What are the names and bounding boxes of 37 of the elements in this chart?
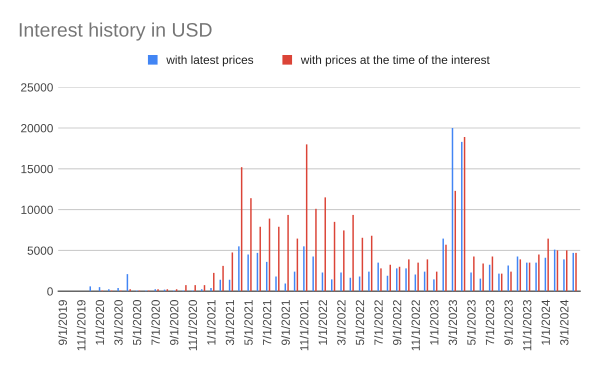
x-tick-label: 5/1/2021: [244, 300, 253, 346]
x-tick-label: 1/1/2021: [206, 300, 216, 345]
x-tick-label: 3/1/2023: [448, 300, 458, 346]
x-tick-label: 9/1/2021: [281, 300, 290, 345]
x-tick-label: 11/1/2021: [300, 300, 308, 350]
x-tick-label: 1/1/2023: [430, 300, 438, 345]
y-tick-label: 15000: [21, 164, 53, 174]
x-tick-label: 9/1/2020: [170, 300, 178, 345]
y-tick-label: 0: [47, 287, 53, 296]
x-tick-label: 1/1/2022: [318, 300, 328, 345]
y-tick-label: 20000: [21, 124, 53, 132]
x-tick-label: 11/1/2023: [522, 300, 532, 350]
x-tick-label: 5/1/2020: [132, 300, 142, 346]
x-tick-label: 7/1/2021: [262, 300, 272, 345]
legend-label: with prices at the time of the interest: [300, 55, 490, 66]
x-tick-label: 9/1/2022: [392, 300, 402, 345]
x-tick-label: 9/1/2019: [58, 300, 67, 345]
x-tick-label: 5/1/2022: [355, 300, 364, 346]
x-tick-label: 3/1/2022: [336, 300, 346, 346]
x-tick-label: 5/1/2023: [466, 300, 476, 346]
y-tick-label: 25000: [21, 83, 53, 92]
x-tick-label: 3/1/2020: [114, 300, 123, 346]
x-tick-label: 7/1/2020: [151, 300, 160, 345]
x-tick-label: 11/1/2022: [411, 300, 420, 350]
x-tick-label: 11/1/2019: [76, 300, 86, 350]
x-tick-label: 7/1/2022: [374, 300, 383, 345]
x-tick-label: 1/1/2024: [541, 300, 550, 345]
y-tick-label: 5000: [28, 246, 53, 255]
x-tick-label: 3/1/2021: [225, 300, 234, 346]
x-tick-label: 7/1/2023: [486, 300, 494, 345]
x-tick-label: 11/1/2020: [188, 300, 197, 350]
legend-label: with latest prices: [166, 55, 254, 66]
x-tick-label: 1/1/2020: [95, 300, 104, 345]
chart-title: Interest history in USD: [20, 22, 212, 41]
x-tick-label: 9/1/2023: [504, 300, 513, 345]
x-tick-label: 3/1/2024: [560, 300, 569, 346]
y-tick-label: 10000: [21, 206, 53, 214]
